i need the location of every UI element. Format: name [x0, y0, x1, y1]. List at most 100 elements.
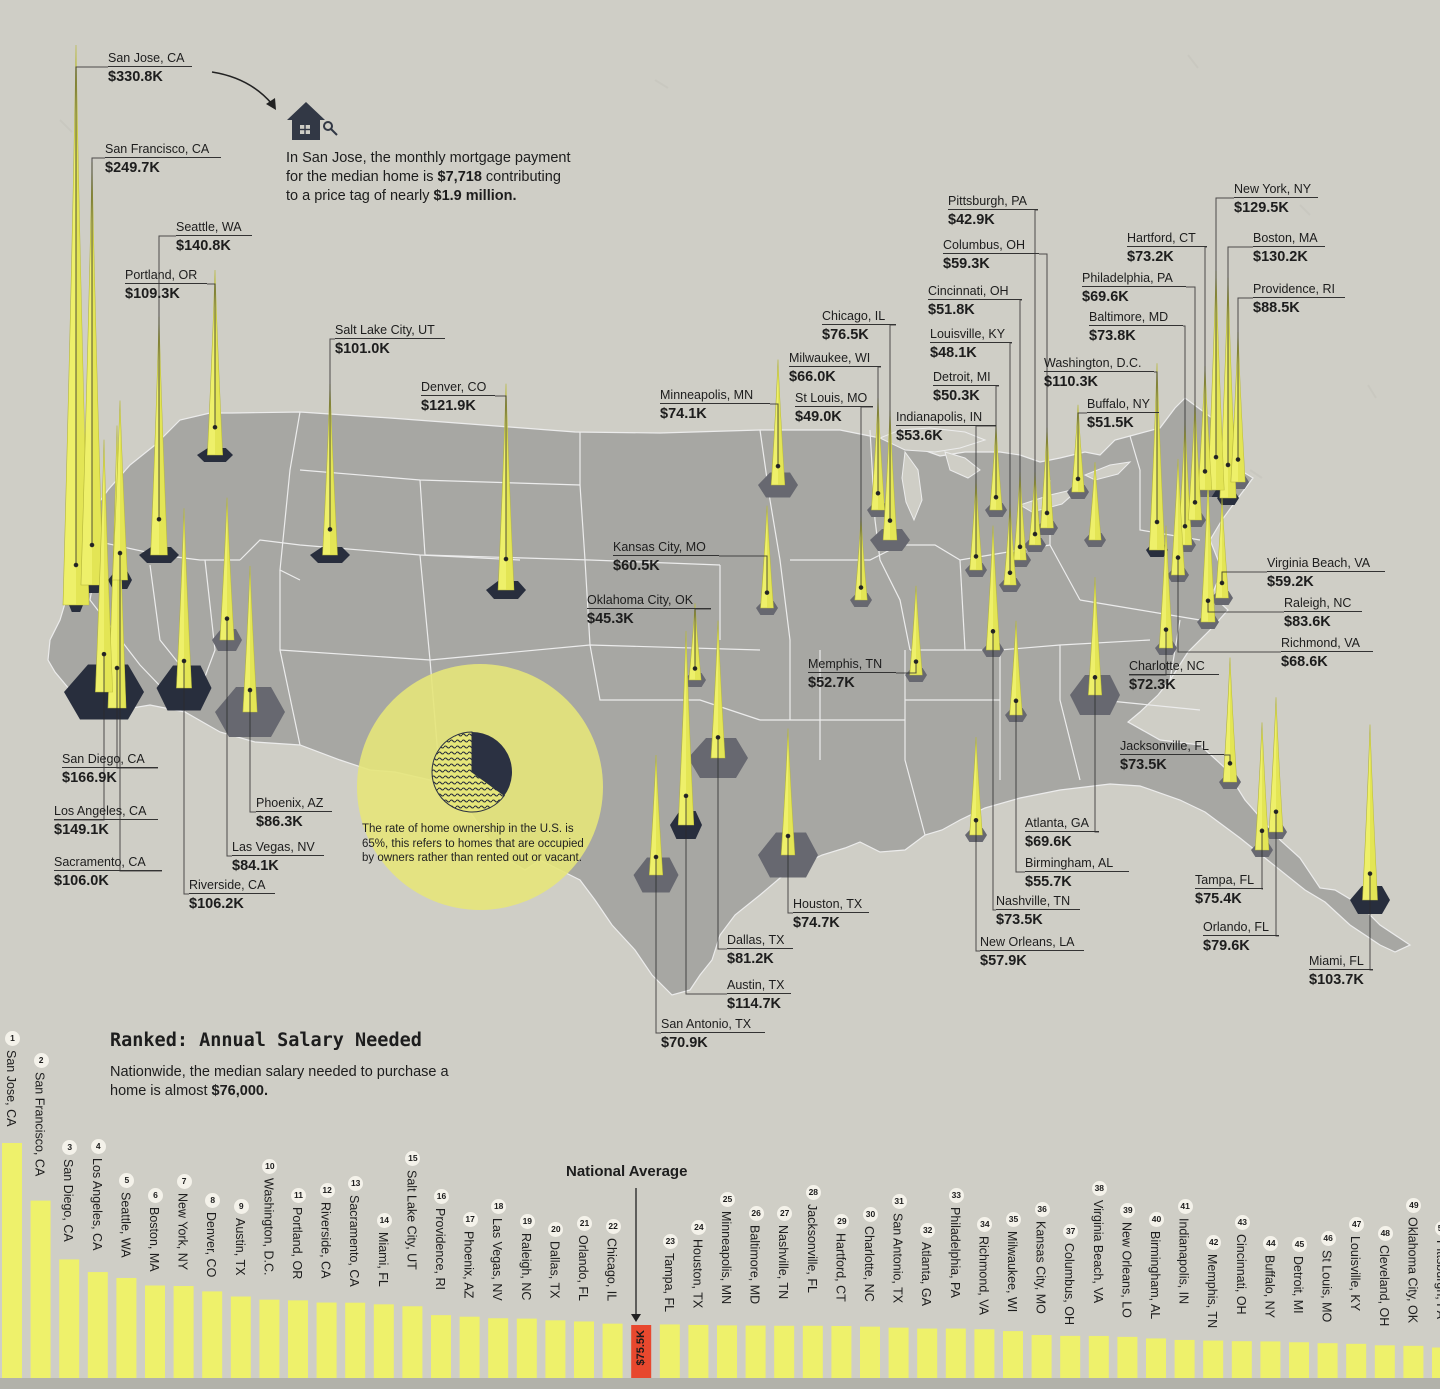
leader-orlando-fl: [1275, 811, 1279, 937]
rank-number: 17: [462, 1211, 478, 1227]
leader-tampa-fl: [1261, 830, 1263, 890]
rank-bar-new-orleans-lo: [1117, 1336, 1138, 1378]
city-value: $48.1K: [930, 342, 1012, 362]
city-name: Seattle, WA: [176, 220, 242, 234]
city-label-kansas-city-mo: Kansas City, MO $60.5K: [613, 540, 719, 575]
callout-line-1: In San Jose, the monthly mortgage paymen…: [286, 150, 571, 166]
leader-dot-boston-ma: [1225, 462, 1231, 468]
city-label-sacramento-ca: Sacramento, CA $106.0K: [54, 855, 162, 890]
city-label-providence-ri: Providence, RI $88.5K: [1253, 282, 1345, 317]
leader-columbus-oh: [1039, 253, 1048, 513]
leader-milwaukee-wi: [877, 366, 881, 494]
leader-boston-ma: [1227, 246, 1253, 465]
leader-dot-milwaukee-wi: [875, 490, 881, 496]
leader-san-antonio-tx: [655, 856, 661, 1034]
leader-dot-jacksonville-fl: [1227, 761, 1233, 766]
spike-shade-st-louis-mo: [861, 517, 868, 600]
leader-dot-tampa-fl: [1259, 828, 1265, 834]
city-label-memphis-tn: Memphis, TN $52.7K: [808, 657, 896, 692]
city-name: Chicago, IL: [822, 309, 886, 323]
rank-city-name: Cincinnati, OH: [1233, 1233, 1248, 1315]
city-label-milwaukee-wi: Milwaukee, WI $66.0K: [789, 351, 881, 386]
city-label-los-angeles-ca: Los Angeles, CA $149.1K: [54, 804, 158, 839]
rank-city-name: Atlanta, GA: [919, 1242, 934, 1307]
rank-city-name: Louisville, KY: [1348, 1236, 1363, 1312]
spike-shade-charlotte-nc: [1166, 525, 1173, 648]
city-name: San Diego, CA: [62, 752, 145, 766]
rank-city-name: Baltimore, MD: [747, 1225, 762, 1305]
rank-city-name: Pittsburgh, PA: [1434, 1240, 1440, 1320]
leader-dot-miami-fl: [1367, 871, 1373, 876]
spike-shade-cincinnati-oh: [1020, 472, 1027, 560]
rank-number: 5: [119, 1172, 135, 1188]
rank-bar-washington-d-c: [259, 1299, 280, 1378]
city-name: Los Angeles, CA: [54, 804, 147, 818]
rank-number: 38: [1091, 1181, 1107, 1197]
rank-bar-nashville-tn: [774, 1325, 795, 1378]
rank-bar-providence-ri: [431, 1315, 451, 1378]
city-value: $83.6K: [1284, 611, 1362, 631]
rank-number: 21: [577, 1216, 592, 1232]
city-value: $149.1K: [54, 819, 158, 839]
rank-bar-minneapolis-mn: [717, 1325, 737, 1378]
city-value: $75.4K: [1195, 888, 1263, 908]
rank-city-name: Houston, TX: [690, 1238, 705, 1309]
spike-shade-houston-tx: [788, 728, 795, 855]
rank-bar-buffalo-ny: [1260, 1341, 1281, 1378]
city-value: $166.9K: [62, 767, 158, 787]
spike-shade-chicago-il: [890, 410, 897, 540]
city-label-boston-ma: Boston, MA $130.2K: [1253, 231, 1325, 266]
spike-shade-seattle-wa: [159, 316, 168, 555]
city-label-austin-tx: Austin, TX $114.7K: [727, 978, 791, 1013]
rank-bar-portland-or: [288, 1300, 308, 1378]
city-name: St Louis, MO: [795, 391, 868, 405]
rank-city-name: Washington, D.C.: [261, 1178, 276, 1276]
rank-city-name: Hartford, CT: [833, 1232, 848, 1302]
rank-number: 39: [1120, 1203, 1136, 1219]
leader-dot-phoenix-az: [247, 687, 253, 693]
city-label-miami-fl: Miami, FL $103.7K: [1309, 954, 1373, 989]
rank-city-name: Providence, RI: [433, 1207, 447, 1290]
ranked-title: Ranked: Annual Salary Needed: [110, 1030, 422, 1051]
city-label-new-york-ny: New York, NY $129.5K: [1234, 182, 1318, 217]
spike-shade-virginia-beach-va: [1222, 497, 1229, 598]
rank-number: 35: [1006, 1211, 1021, 1227]
leader-dot-portland-or: [212, 424, 218, 430]
spike-shade-philadelphia-pa: [1195, 402, 1202, 520]
leader-richmond-va: [1177, 557, 1281, 653]
rank-number: 46: [1320, 1230, 1336, 1246]
rank-bar-milwaukee-wi: [1003, 1331, 1023, 1378]
leader-las-vegas-nv: [226, 618, 232, 857]
city-value: $84.1K: [232, 855, 324, 875]
spike-shade-washington-d-c: [1157, 363, 1165, 550]
spike-shade-las-vegas-nv: [227, 497, 235, 640]
leader-jacksonville-fl: [1224, 754, 1231, 764]
leader-san-diego-ca: [116, 668, 158, 769]
rank-city-name: Raleigh, NC: [518, 1232, 533, 1300]
city-label-minneapolis-mn: Minneapolis, MN $74.1K: [660, 388, 770, 423]
spike-shade-san-jose-ca: [76, 45, 89, 605]
leader-dot-los-angeles-ca: [101, 651, 107, 657]
city-value: $73.5K: [1120, 754, 1224, 774]
city-name: San Jose, CA: [108, 51, 185, 65]
leader-baltimore-md: [1183, 325, 1186, 527]
leader-salt-lake-city-ut: [329, 338, 335, 530]
ownership-pie: [431, 731, 512, 813]
rank-bar-san-jose-ca: [2, 1143, 22, 1378]
leader-dot-seattle-wa: [156, 516, 162, 522]
leader-dot-houston-tx: [785, 833, 791, 839]
ranked-subtitle-value: $76,000.: [211, 1083, 268, 1099]
rank-number: 9: [233, 1198, 249, 1214]
city-name: Nashville, TN: [996, 894, 1071, 908]
city-label-jacksonville-fl: Jacksonville, FL $73.5K: [1120, 739, 1224, 774]
city-value: $45.3K: [587, 608, 711, 628]
rank-number: 32: [920, 1223, 936, 1239]
rank-number: 14: [376, 1213, 392, 1229]
leader-dot-kansas-city-mo: [764, 590, 770, 595]
city-value: $103.7K: [1309, 969, 1373, 989]
city-name: Minneapolis, MN: [660, 388, 754, 402]
rank-bar-boston-ma: [145, 1285, 165, 1378]
rank-number: 45: [1292, 1237, 1307, 1253]
city-value: $73.2K: [1127, 246, 1207, 266]
spike-shade-nashville-tn: [993, 525, 1000, 650]
